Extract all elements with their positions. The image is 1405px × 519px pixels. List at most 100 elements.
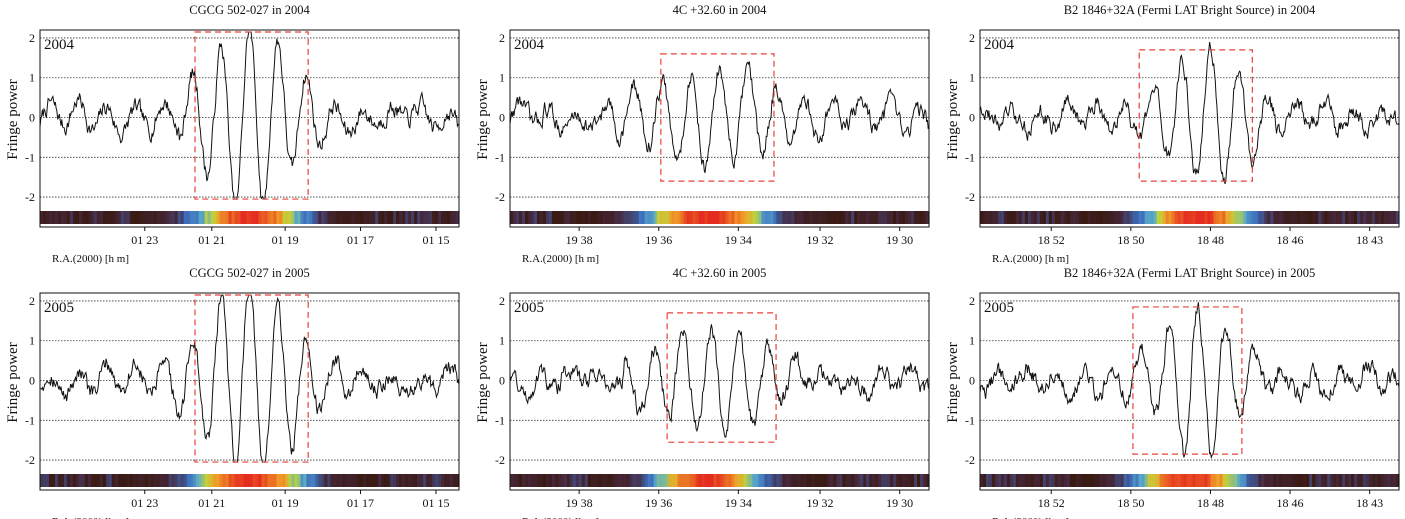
heat-strip-cell (1177, 211, 1182, 224)
heat-strip-cell (399, 211, 403, 224)
heat-strip-cell (530, 474, 535, 487)
heat-strip-cell (1264, 474, 1268, 487)
heat-strip-cell (1150, 474, 1155, 487)
heat-strip-cell (1084, 474, 1089, 487)
heat-strip-cell (994, 474, 999, 487)
heat-strip-cell (908, 211, 912, 224)
heat-strip-cell (755, 474, 760, 487)
y-axis-label: Fringe power (475, 342, 491, 422)
heat-strip-cell (881, 211, 885, 224)
heat-strip-cell (171, 211, 176, 224)
heat-strip-cell (1207, 211, 1212, 224)
heat-strip-cell (135, 474, 140, 487)
heat-strip-cell (1261, 474, 1265, 487)
heat-strip-cell (914, 211, 918, 224)
heat-strip-cell (1270, 211, 1274, 224)
heat-strip-cell (662, 211, 667, 224)
heat-strip-cell (1018, 211, 1023, 224)
heat-strip-cell (303, 474, 307, 487)
heat-strip-cell (258, 474, 263, 487)
heat-strip-cell (360, 474, 364, 487)
heat-strip-cell (863, 211, 867, 224)
y-tick-label: -1 (25, 150, 35, 164)
heat-strip-cell (177, 474, 182, 487)
heat-strip-cell (1147, 211, 1152, 224)
heat-strip-cell (138, 211, 143, 224)
heat-strip-cell (587, 474, 592, 487)
heat-strip-cell (533, 474, 538, 487)
heat-strip-cell (991, 211, 996, 224)
heat-strip-cell (357, 211, 361, 224)
heat-strip-cell (689, 474, 694, 487)
y-tick-label: 2 (29, 294, 35, 308)
heat-strip-cell (638, 211, 643, 224)
heat-strip-cell (162, 474, 167, 487)
heat-strip-cell (249, 474, 254, 487)
heat-strip-cell (683, 474, 688, 487)
heat-strip-cell (1375, 474, 1379, 487)
heat-strip-cell (671, 211, 676, 224)
heat-strip-cell (1183, 211, 1188, 224)
year-label: 2004 (514, 37, 545, 53)
heat-strip-cell (1252, 211, 1256, 224)
heat-strip-cell (1024, 474, 1029, 487)
heat-strip-cell (557, 211, 562, 224)
heat-strip-cell (1204, 474, 1209, 487)
heat-strip-cell (207, 211, 212, 224)
heat-strip-cell (198, 474, 203, 487)
heat-strip-cell (725, 211, 730, 224)
heat-strip-cell (144, 474, 149, 487)
heat-strip-cell (752, 474, 757, 487)
heat-strip-cell (192, 211, 197, 224)
heat-strip-cell (1015, 211, 1020, 224)
heat-strip-cell (357, 474, 361, 487)
heat-strip-cell (1057, 211, 1062, 224)
x-axis-label: R.A.(2000) [h m] (52, 516, 129, 519)
heat-strip-cell (48, 474, 53, 487)
heat-strip-cell (650, 211, 655, 224)
panel-4: CGCG 502-027 in 2005 Fringe power 2 1 0 -1 -2 2… (5, 266, 460, 519)
heat-strip-cell (674, 211, 679, 224)
heat-strip-cell (432, 211, 436, 224)
heat-strip-cell (225, 474, 230, 487)
heat-strip-cell (132, 474, 137, 487)
heat-strip-cell (336, 474, 340, 487)
heat-strip-cell (141, 474, 146, 487)
heat-strip-cell (794, 211, 798, 224)
heat-strip-cell (378, 474, 382, 487)
heat-strip-cell (279, 474, 284, 487)
y-tick-label: -2 (965, 453, 975, 467)
heat-strip-cell (72, 474, 77, 487)
heat-strip-cell (1165, 474, 1170, 487)
heat-strip-cell (1270, 474, 1274, 487)
heat-strip-cell (572, 211, 577, 224)
heat-strip-cell (620, 211, 625, 224)
heat-strip-cell (713, 474, 718, 487)
heat-strip-cell (456, 211, 460, 224)
heat-strip-cell (168, 211, 173, 224)
heat-strip-cell (267, 211, 272, 224)
heat-strip-cell (1306, 474, 1310, 487)
heat-strip-cell (420, 474, 424, 487)
y-tick-label: 0 (499, 111, 505, 125)
heat-strip-cell (857, 474, 861, 487)
heat-strip-cell (839, 474, 843, 487)
y-tick-label: 1 (499, 334, 505, 348)
y-axis-label: Fringe power (5, 79, 21, 159)
heat-strip-cell (1126, 211, 1131, 224)
heat-strip-cell (1009, 211, 1014, 224)
heat-strip-cell (1090, 474, 1095, 487)
heat-strip-cell (438, 211, 442, 224)
heat-strip-cell (1165, 211, 1170, 224)
heat-strip-cell (1369, 474, 1373, 487)
x-tick-label: 18 50 (1117, 496, 1144, 510)
heat-strip-cell (659, 211, 664, 224)
heat-strip-cell (1372, 474, 1376, 487)
y-axis-label: Fringe power (945, 342, 961, 422)
heat-strip-cell (860, 474, 864, 487)
x-tick-label: 01 23 (131, 233, 158, 247)
heat-strip-cell (324, 211, 328, 224)
heat-strip-cell (530, 211, 535, 224)
heat-strip-cell (1084, 211, 1089, 224)
heat-strip-cell (1312, 474, 1316, 487)
